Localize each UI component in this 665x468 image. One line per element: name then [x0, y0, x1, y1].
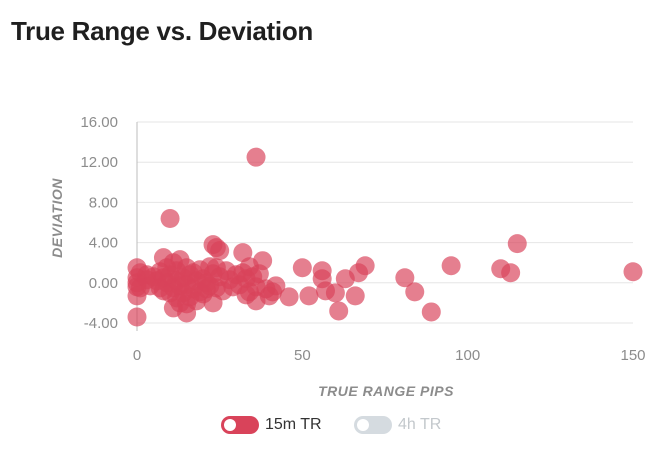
data-point[interactable] — [253, 251, 273, 271]
data-point[interactable] — [507, 234, 527, 254]
data-point[interactable] — [329, 301, 349, 321]
y-tick-label: 4.00 — [89, 235, 118, 252]
data-point[interactable] — [405, 282, 425, 302]
data-point[interactable] — [233, 243, 253, 263]
legend-label-4h-tr: 4h TR — [398, 416, 442, 433]
x-axis-label: TRUE RANGE PIPS — [318, 383, 454, 399]
data-point[interactable] — [421, 302, 441, 322]
y-tick-labels: 16.00 12.00 8.00 4.00 0.00 -4.00 — [80, 114, 118, 332]
x-tick-labels: 0 50 100 150 — [133, 347, 646, 364]
data-point[interactable] — [292, 258, 312, 278]
legend: 15m TR 4h TR — [0, 412, 665, 438]
x-tick-label: 50 — [294, 347, 311, 364]
y-tick-label: 16.00 — [80, 114, 118, 131]
legend-item-15m-tr[interactable]: 15m TR — [221, 412, 322, 438]
x-tick-label: 100 — [455, 347, 480, 364]
data-point[interactable] — [441, 256, 461, 276]
y-axis-label: DEVIATION — [49, 178, 65, 258]
x-tick-label: 150 — [620, 347, 645, 364]
data-point[interactable] — [501, 263, 521, 283]
data-point[interactable] — [345, 286, 365, 306]
data-point[interactable] — [325, 283, 345, 303]
data-point[interactable] — [395, 268, 415, 288]
data-point[interactable] — [355, 256, 375, 276]
chart-title: True Range vs. Deviation — [11, 16, 314, 46]
data-point[interactable] — [266, 276, 286, 296]
x-tick-label: 0 — [133, 347, 141, 364]
data-point[interactable] — [299, 286, 319, 306]
legend-item-4h-tr[interactable]: 4h TR — [354, 412, 441, 438]
data-point[interactable] — [127, 307, 147, 327]
legend-toggle-4h-tr[interactable] — [354, 416, 392, 434]
data-point[interactable] — [279, 287, 299, 307]
y-tick-label: 12.00 — [80, 154, 118, 171]
data-point[interactable] — [623, 262, 643, 282]
y-tick-label: 0.00 — [89, 275, 118, 292]
y-tick-label: 8.00 — [89, 194, 118, 211]
scatter-chart: 16.00 12.00 8.00 4.00 0.00 -4.00 0 50 100 150 DE… — [49, 114, 646, 399]
data-point[interactable] — [160, 208, 180, 228]
legend-label-15m-tr: 15m TR — [265, 416, 322, 433]
data-points — [127, 147, 643, 327]
legend-toggle-15m-tr[interactable] — [221, 416, 259, 434]
data-point[interactable] — [246, 147, 266, 167]
data-point[interactable] — [210, 241, 230, 261]
y-tick-label: -4.00 — [84, 315, 118, 332]
toggle-knob — [224, 419, 236, 431]
toggle-knob — [357, 419, 369, 431]
